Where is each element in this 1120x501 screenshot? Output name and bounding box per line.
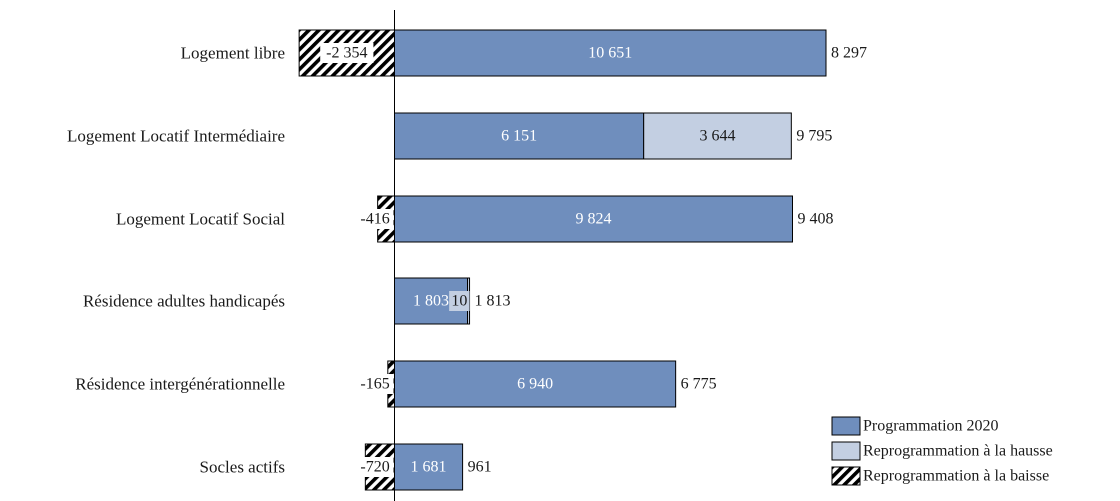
labels-layer: Logement libre -2 354 10 651 8 297 Logement … [67, 43, 867, 477]
bar-baisse-label-bg-socles-actifs [356, 457, 394, 477]
bar-baisse-label-bg-logement-libre [320, 43, 374, 63]
bar-baisse-label-bg-logement-locatif-social [356, 209, 394, 229]
total-label-socles-actifs: 961 [468, 459, 492, 476]
total-label-logement-locatif-social: 9 408 [797, 211, 833, 228]
legend-label-reprogrammation-a-la-hausse: Reprogrammation à la hausse [863, 443, 1053, 460]
bar-programmation-logement-locatif-social [394, 195, 793, 243]
total-label-residence-adultes-handicapes: 1 813 [475, 293, 511, 310]
bar-baisse-label-logement-libre: -2 354 [326, 45, 367, 62]
bar-hausse-label-logement-locatif-intermediaire: 3 644 [700, 128, 736, 145]
bar-hausse-label-residence-adultes-handicapes: 10 [451, 293, 467, 310]
bar-programmation-logement-libre [394, 29, 827, 77]
category-label-residence-adultes-handicapes: Résidence adultes handicapés [83, 292, 285, 311]
bar-programmation-logement-locatif-intermediaire [394, 112, 645, 160]
category-label-socles-actifs: Socles actifs [200, 458, 285, 477]
total-label-logement-libre: 8 297 [831, 45, 867, 62]
legend-swatch-reprogrammation-a-la-hausse [831, 441, 861, 461]
bar-baisse-label-residence-intergenerationnelle: -165 [360, 376, 389, 393]
bar-programmation-label-socles-actifs: 1 681 [411, 459, 447, 476]
category-label-logement-locatif-social: Logement Locatif Social [116, 210, 285, 229]
category-label-logement-locatif-intermediaire: Logement Locatif Intermédiaire [67, 127, 285, 146]
bar-programmation-label-residence-intergenerationnelle: 6 940 [517, 376, 553, 393]
category-label-logement-libre: Logement libre [181, 44, 285, 63]
total-label-logement-locatif-intermediaire: 9 795 [796, 128, 832, 145]
legend-swatch-programmation-2020 [831, 416, 861, 436]
legend-label-programmation-2020: Programmation 2020 [863, 418, 999, 435]
bar-programmation-label-residence-adultes-handicapes: 1 803 [413, 293, 449, 310]
bar-programmation-label-logement-locatif-intermediaire: 6 151 [501, 128, 537, 145]
bar-baisse-label-bg-residence-intergenerationnelle [356, 374, 394, 394]
bar-programmation-label-logement-locatif-social: 9 824 [575, 211, 611, 228]
legend-swatch-reprogrammation-a-la-baisse [831, 466, 861, 486]
bar-hausse-label-bg-residence-adultes-handicapes [449, 291, 470, 311]
bar-baisse-label-socles-actifs: -720 [360, 459, 389, 476]
bar-baisse-label-logement-locatif-social: -416 [360, 211, 389, 228]
bar-hausse-logement-locatif-intermediaire [643, 112, 792, 160]
bars-layer [298, 29, 827, 491]
total-label-residence-intergenerationnelle: 6 775 [681, 376, 717, 393]
bar-programmation-label-logement-libre: 10 651 [588, 45, 632, 62]
category-label-residence-intergenerationnelle: Résidence intergénérationnelle [75, 375, 285, 394]
legend-label-reprogrammation-a-la-baisse: Reprogrammation à la baisse [863, 468, 1049, 485]
bar-programmation-residence-intergenerationnelle [394, 360, 677, 408]
bar-programmation-socles-actifs [394, 443, 464, 491]
legend: Programmation 2020 Reprogrammation à la h… [831, 416, 1053, 486]
